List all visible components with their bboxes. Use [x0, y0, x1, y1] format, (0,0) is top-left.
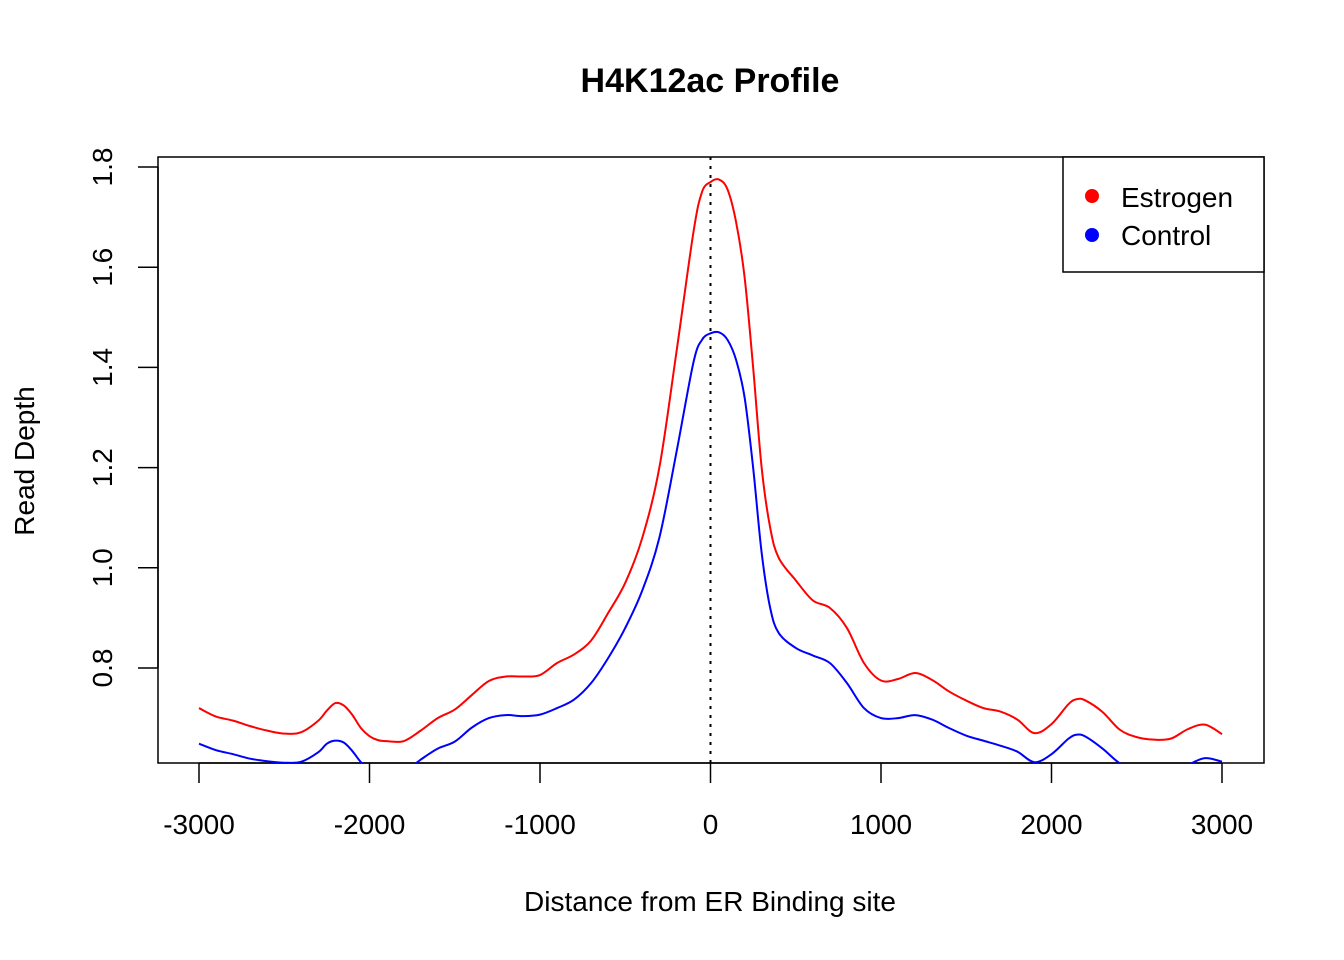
chart-title: H4K12ac Profile — [581, 62, 840, 100]
x-tick-label: -2000 — [334, 809, 406, 840]
x-axis-label: Distance from ER Binding site — [524, 886, 896, 917]
y-tick-label: 1.6 — [87, 248, 118, 287]
y-axis: 0.8 1.0 1.2 1.4 1.6 1.8 — [87, 148, 159, 688]
legend-box — [1062, 156, 1265, 273]
x-tick-label: 3000 — [1191, 809, 1253, 840]
legend-marker-estrogen — [1085, 189, 1099, 203]
series-line-estrogen — [198, 178, 1223, 743]
x-tick-label: 1000 — [850, 809, 912, 840]
x-tick-label: -3000 — [163, 809, 235, 840]
x-tick-label: -1000 — [504, 809, 576, 840]
x-axis: -3000 -2000 -1000 0 1000 2000 3000 — [163, 762, 1253, 840]
x-tick-label: 0 — [703, 809, 719, 840]
y-axis-label: Read Depth — [9, 386, 40, 535]
legend-label-estrogen: Estrogen — [1121, 182, 1233, 213]
y-tick-label: 1.4 — [87, 348, 118, 387]
legend: Estrogen Control — [1062, 156, 1265, 273]
legend-label-control: Control — [1121, 220, 1211, 251]
y-tick-label: 1.8 — [87, 148, 118, 187]
series-line-control — [198, 330, 1223, 763]
x-tick-label: 2000 — [1020, 809, 1082, 840]
legend-marker-control — [1085, 228, 1099, 242]
y-tick-label: 0.8 — [87, 649, 118, 688]
y-tick-label: 1.2 — [87, 448, 118, 487]
series-layer — [198, 178, 1223, 763]
y-tick-label: 1.0 — [87, 548, 118, 587]
